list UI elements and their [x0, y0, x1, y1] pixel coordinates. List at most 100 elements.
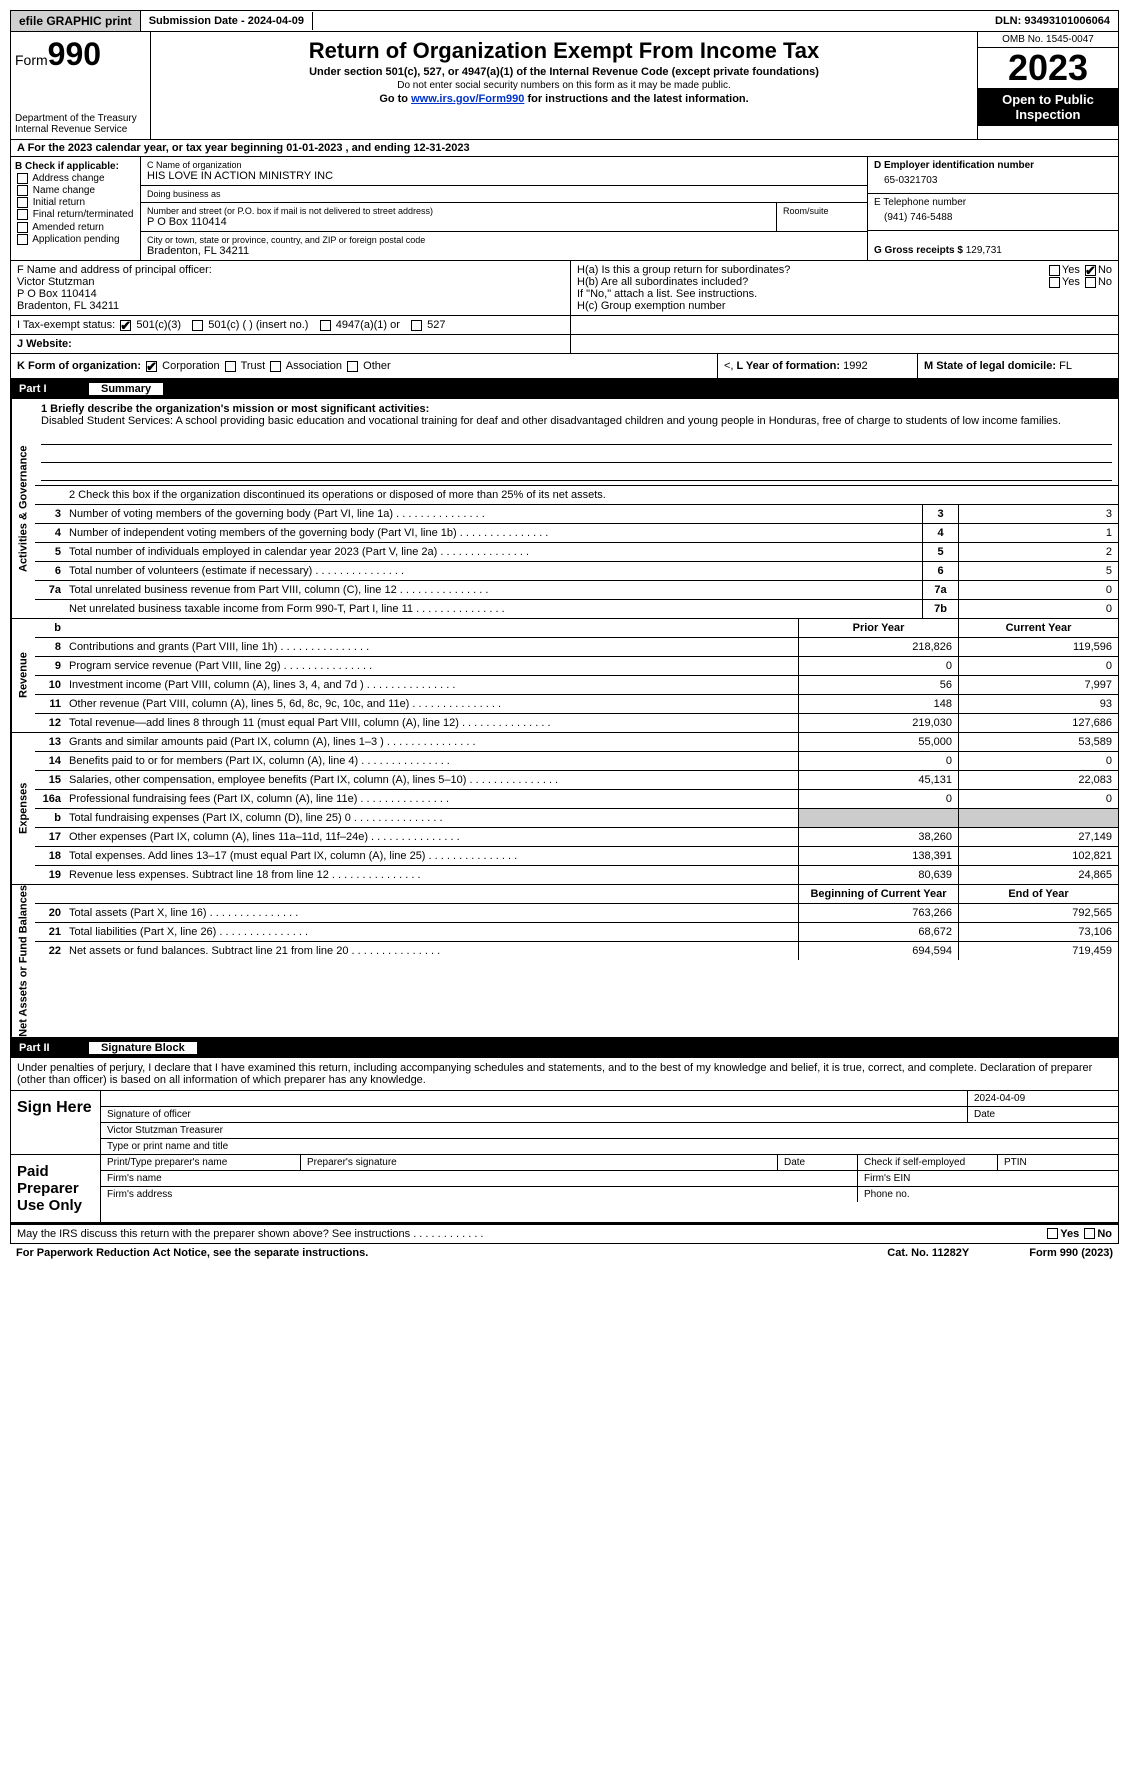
ha-yes[interactable]	[1049, 265, 1060, 276]
side-net-assets: Net Assets or Fund Balances	[11, 885, 35, 1037]
website-label: J Website:	[17, 338, 72, 350]
submission-date: Submission Date - 2024-04-09	[141, 12, 313, 30]
street-value: P O Box 110414	[147, 216, 770, 228]
discuss-text: May the IRS discuss this return with the…	[17, 1228, 1045, 1240]
topbar: efile GRAPHIC print Submission Date - 20…	[10, 10, 1119, 32]
year-formation: 1992	[843, 360, 867, 372]
current-year-hdr: Current Year	[958, 619, 1118, 637]
table-row: Net unrelated business taxable income fr…	[35, 600, 1118, 618]
ein-value: 65-0321703	[874, 171, 1112, 190]
col-c: C Name of organization HIS LOVE IN ACTIO…	[141, 157, 868, 260]
table-row: 7aTotal unrelated business revenue from …	[35, 581, 1118, 600]
table-row: 9Program service revenue (Part VIII, lin…	[35, 657, 1118, 676]
ha-label: H(a) Is this a group return for subordin…	[577, 264, 790, 276]
firm-ein-label: Firm's EIN	[858, 1171, 1118, 1186]
form-org-label: K Form of organization:	[17, 360, 141, 372]
tax-status-label: I Tax-exempt status:	[17, 319, 115, 331]
chk-assoc[interactable]	[270, 361, 281, 372]
gross-value: 129,731	[966, 245, 1002, 256]
chk-app-pending[interactable]: Application pending	[15, 234, 136, 245]
row-f: F Name and address of principal officer:…	[11, 261, 571, 315]
form-title: Return of Organization Exempt From Incom…	[157, 38, 971, 64]
hb-note: If "No," attach a list. See instructions…	[577, 288, 1112, 300]
sign-date: 2024-04-09	[968, 1091, 1118, 1106]
efile-print-button[interactable]: efile GRAPHIC print	[11, 11, 141, 31]
form-footer: Form 990 (2023)	[1029, 1247, 1113, 1259]
omb-number: OMB No. 1545-0047	[978, 32, 1118, 48]
preparer-name-label: Print/Type preparer's name	[101, 1155, 301, 1170]
dln: DLN: 93493101006064	[987, 12, 1118, 30]
discuss-no[interactable]	[1084, 1228, 1095, 1239]
beg-year-hdr: Beginning of Current Year	[798, 885, 958, 903]
row-l: <, L Year of formation: 1992	[718, 354, 918, 378]
summary-activities: Activities & Governance 1 Briefly descri…	[10, 399, 1119, 619]
street-label: Number and street (or P.O. box if mail i…	[147, 206, 770, 216]
sig-date-label: Date	[968, 1107, 1118, 1122]
chk-trust[interactable]	[225, 361, 236, 372]
prior-year-hdr: Prior Year	[798, 619, 958, 637]
preparer-date-label: Date	[778, 1155, 858, 1170]
cat-no: Cat. No. 11282Y	[887, 1247, 969, 1259]
dba-label: Doing business as	[147, 189, 861, 199]
table-row: 16aProfessional fundraising fees (Part I…	[35, 790, 1118, 809]
chk-527[interactable]	[411, 320, 422, 331]
officer-city: Bradenton, FL 34211	[17, 300, 564, 312]
ha-no[interactable]	[1085, 265, 1096, 276]
paid-preparer-label: Paid Preparer Use Only	[11, 1155, 101, 1222]
signature-declaration: Under penalties of perjury, I declare th…	[11, 1058, 1118, 1090]
form-no-big: 990	[48, 36, 101, 72]
org-name-label: C Name of organization	[147, 160, 861, 170]
hb-no[interactable]	[1085, 277, 1096, 288]
firm-name-label: Firm's name	[101, 1171, 858, 1186]
end-year-hdr: End of Year	[958, 885, 1118, 903]
table-row: 22Net assets or fund balances. Subtract …	[35, 942, 1118, 960]
ptin-label: PTIN	[998, 1155, 1118, 1170]
officer-label: F Name and address of principal officer:	[17, 264, 564, 276]
irs-link[interactable]: www.irs.gov/Form990	[411, 93, 524, 105]
mission-label: 1 Briefly describe the organization's mi…	[41, 403, 1112, 415]
part-ii-header: Part II Signature Block	[10, 1038, 1119, 1058]
chk-4947[interactable]	[320, 320, 331, 331]
ein-label: D Employer identification number	[874, 160, 1112, 171]
form-subtitle: Under section 501(c), 527, or 4947(a)(1)…	[157, 66, 971, 78]
chk-501c[interactable]	[192, 320, 203, 331]
preparer-sig-label: Preparer's signature	[301, 1155, 778, 1170]
goto-line: Go to www.irs.gov/Form990 for instructio…	[157, 93, 971, 105]
summary-revenue: Revenue b Prior Year Current Year 8Contr…	[10, 619, 1119, 733]
summary-expenses: Expenses 13Grants and similar amounts pa…	[10, 733, 1119, 885]
hc-label: H(c) Group exemption number	[577, 300, 1112, 312]
table-row: 19Revenue less expenses. Subtract line 1…	[35, 866, 1118, 884]
row-j: J Website:	[11, 335, 571, 353]
table-row: 6Total number of volunteers (estimate if…	[35, 562, 1118, 581]
self-employed-check[interactable]: Check if self-employed	[858, 1155, 998, 1170]
side-revenue: Revenue	[11, 619, 35, 732]
discuss-yes[interactable]	[1047, 1228, 1058, 1239]
chk-initial-return[interactable]: Initial return	[15, 197, 136, 208]
chk-name-change[interactable]: Name change	[15, 185, 136, 196]
chk-amended[interactable]: Amended return	[15, 222, 136, 233]
paperwork-notice: For Paperwork Reduction Act Notice, see …	[16, 1247, 887, 1259]
chk-501c3[interactable]	[120, 320, 131, 331]
table-row: 8Contributions and grants (Part VIII, li…	[35, 638, 1118, 657]
table-row: 4Number of independent voting members of…	[35, 524, 1118, 543]
col-b-hdr: b	[35, 619, 65, 637]
officer-name: Victor Stutzman	[17, 276, 564, 288]
part-i-header: Part I Summary	[10, 379, 1119, 399]
part-ii-title: Signature Block	[89, 1042, 197, 1054]
side-activities: Activities & Governance	[11, 399, 35, 618]
officer-printed: Victor Stutzman Treasurer	[101, 1123, 1118, 1138]
ssn-note: Do not enter social security numbers on …	[157, 80, 971, 91]
state-domicile: FL	[1059, 360, 1072, 372]
discuss-row: May the IRS discuss this return with the…	[10, 1223, 1119, 1244]
phone-label: E Telephone number	[874, 197, 1112, 208]
signature-block: Under penalties of perjury, I declare th…	[10, 1058, 1119, 1223]
chk-final-return[interactable]: Final return/terminated	[15, 209, 136, 220]
hb-yes[interactable]	[1049, 277, 1060, 288]
form-label: Form	[15, 52, 48, 68]
part-ii-label: Part II	[19, 1042, 89, 1054]
org-name: HIS LOVE IN ACTION MINISTRY INC	[147, 170, 861, 182]
chk-other[interactable]	[347, 361, 358, 372]
chk-corp[interactable]	[146, 361, 157, 372]
year-formation-label: L Year of formation:	[737, 360, 841, 372]
chk-address-change[interactable]: Address change	[15, 173, 136, 184]
